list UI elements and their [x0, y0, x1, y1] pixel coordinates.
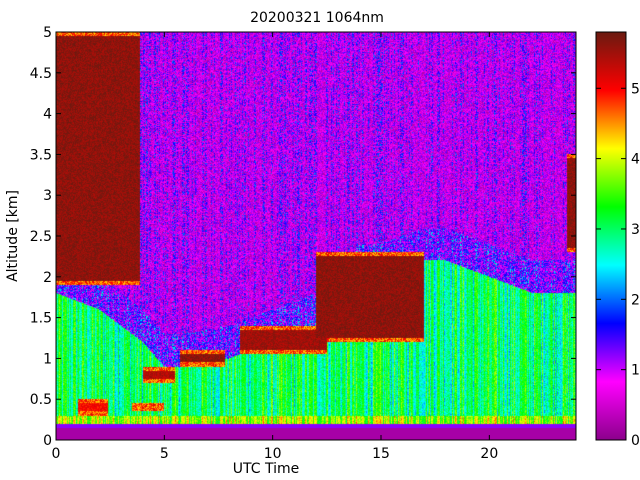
colorbar-gradient [596, 32, 626, 440]
y-tick-label: 3 [43, 188, 52, 204]
x-tick-label: 10 [264, 446, 282, 462]
y-tick-label: 1.5 [30, 311, 52, 327]
y-tick-label: 3.5 [30, 147, 52, 163]
y-tick-label: 4.5 [30, 66, 52, 82]
y-tick-label: 2 [43, 270, 52, 286]
colorbar-tick-label: 4 [631, 152, 640, 168]
x-tick-label: 0 [52, 446, 61, 462]
y-tick-label: 0.5 [30, 392, 52, 408]
plot-area [55, 31, 577, 441]
y-axis: 0 0.5 1 1.5 2 2.5 3 3.5 4 4.5 5 [30, 25, 576, 449]
colorbar-tick-label: 5 [631, 81, 640, 97]
x-axis: 0 5 10 15 20 [52, 32, 498, 462]
colorbar-tick-label: 2 [631, 292, 640, 308]
colorbar-tick-label: 0 [631, 433, 640, 449]
y-tick-label: 0 [43, 433, 52, 449]
y-tick-label: 4 [43, 107, 52, 123]
heatmap-image [56, 32, 576, 440]
colorbar-tick-label: 3 [631, 222, 640, 238]
y-axis-title: Altitude [km] [5, 190, 21, 282]
y-tick-label: 5 [43, 25, 52, 41]
y-tick-label: 1 [43, 351, 52, 367]
colorbar-tick-label: 1 [631, 363, 640, 379]
colorbar-frame [595, 31, 627, 441]
colorbar: 0 1 2 3 4 5 [595, 31, 640, 449]
x-tick-label: 5 [160, 446, 169, 462]
x-tick-label: 15 [372, 446, 390, 462]
colorbar-ticks: 0 1 2 3 4 5 [596, 81, 640, 449]
x-axis-title: UTC Time [233, 461, 299, 477]
y-tick-label: 2.5 [30, 229, 52, 245]
chart-title: 20200321 1064nm [250, 10, 384, 26]
x-tick-label: 20 [480, 446, 498, 462]
